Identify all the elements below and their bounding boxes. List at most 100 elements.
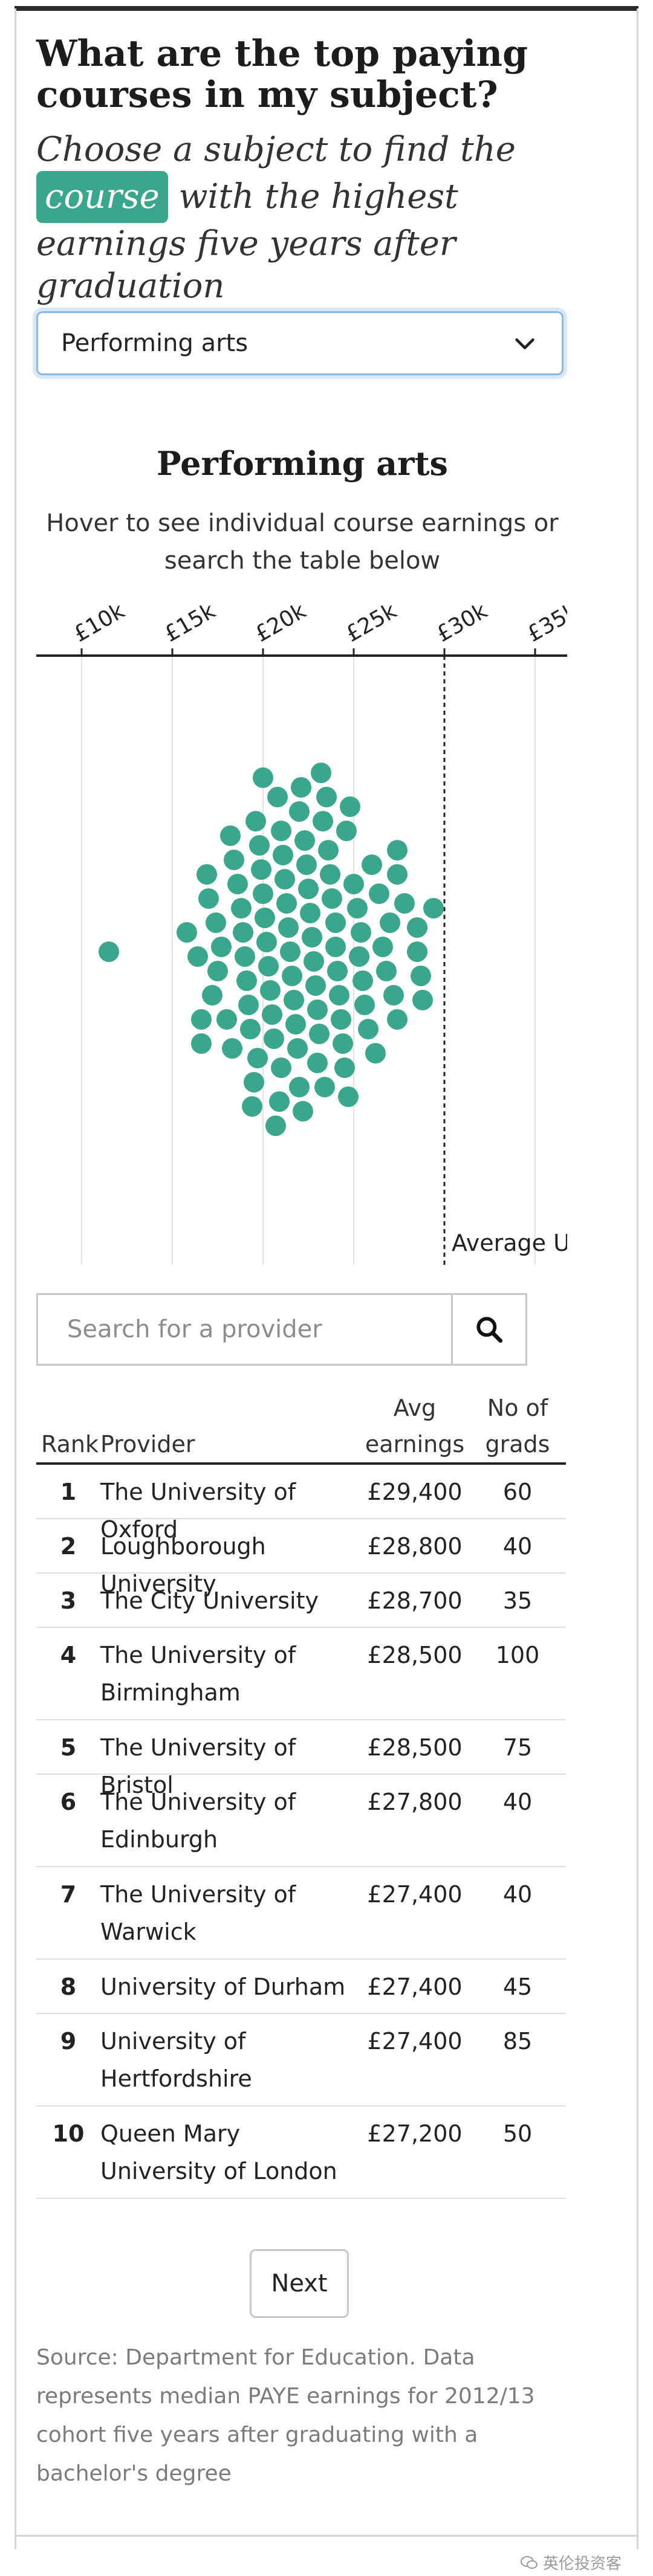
header-grads: No of grads <box>469 1390 566 1462</box>
course-dot <box>278 917 299 938</box>
earnings-cell: £28,500 <box>367 1734 463 1761</box>
earnings-cell: £28,800 <box>367 1533 463 1560</box>
course-dot <box>293 1101 313 1122</box>
course-dot <box>245 811 266 831</box>
article-frame <box>15 8 638 2549</box>
course-dot <box>365 1043 386 1064</box>
course-dot <box>352 970 373 991</box>
course-dot <box>187 946 208 967</box>
x-tick-label: £25k <box>342 598 401 647</box>
subject-select[interactable]: Performing arts <box>36 311 564 375</box>
course-dot <box>275 869 295 889</box>
table-header: Rank Provider Avg earnings No of grads <box>36 1384 566 1465</box>
rank-cell: 6 <box>60 1789 77 1815</box>
earnings-table: Rank Provider Avg earnings No of grads 1… <box>36 1384 566 2199</box>
grads-cell: 75 <box>502 1734 533 1761</box>
provider-cell: University of Durham <box>100 1974 346 2000</box>
rank-cell: 8 <box>60 1974 77 2000</box>
header-grads-line2: grads <box>485 1431 550 1457</box>
standfirst-before: Choose a subject to find the <box>36 130 516 169</box>
course-dot <box>255 908 275 928</box>
course-dot <box>372 937 393 957</box>
course-dot <box>227 874 248 894</box>
grads-cell: 35 <box>502 1587 533 1614</box>
rank-cell: 5 <box>60 1734 77 1761</box>
next-button[interactable]: Next <box>250 2249 349 2318</box>
course-dot <box>287 1038 308 1059</box>
rank-cell: 7 <box>60 1881 77 1908</box>
grads-cell: 40 <box>502 1881 533 1908</box>
course-dot <box>407 917 427 938</box>
course-dot <box>197 864 217 885</box>
course-dot <box>260 980 281 1001</box>
chart-title: Performing arts <box>157 444 448 483</box>
grads-cell: 40 <box>502 1533 533 1560</box>
course-dot <box>264 1028 284 1049</box>
table-row: 10 Queen Mary University of London £27,2… <box>36 2106 566 2199</box>
course-dot <box>309 1024 330 1044</box>
earnings-cell: £27,800 <box>367 1789 463 1815</box>
course-dot <box>329 985 349 1006</box>
course-dot <box>191 1033 212 1054</box>
course-dot <box>296 854 317 875</box>
course-dot <box>318 840 339 860</box>
course-dot <box>271 821 291 841</box>
course-dot <box>383 985 404 1006</box>
table-row: 2 Loughborough University £28,800 40 <box>36 1519 566 1597</box>
course-dot <box>314 1077 335 1097</box>
header-rank: Rank <box>41 1431 99 1457</box>
course-dot <box>198 888 219 909</box>
search-input[interactable]: Search for a provider <box>67 1315 322 1343</box>
grads-cell: 40 <box>502 1789 533 1815</box>
source-note: Source: Department for Education. Data r… <box>36 2345 535 2486</box>
grads-cell: 45 <box>502 1974 533 2000</box>
rank-cell: 3 <box>60 1587 77 1614</box>
course-dot <box>307 1053 328 1073</box>
course-dot <box>411 966 431 986</box>
table-row: 4 The University of Birmingham £28,500 1… <box>36 1628 566 1720</box>
header-grads-line1: No of <box>487 1395 548 1421</box>
rank-cell: 4 <box>60 1642 77 1668</box>
course-dot <box>238 995 259 1015</box>
course-dot <box>220 825 241 846</box>
provider-cell: The City University <box>100 1587 319 1614</box>
course-dot <box>407 941 427 962</box>
chart-subtitle: Hover to see individual course earnings … <box>46 509 559 575</box>
course-dot <box>253 883 273 904</box>
course-dot <box>202 985 223 1006</box>
search-icon <box>476 1317 503 1343</box>
course-dot <box>271 1057 291 1078</box>
grads-cell: 100 <box>495 1642 540 1668</box>
course-dot <box>320 864 340 885</box>
course-dot <box>291 777 311 798</box>
provider-search: Search for a provider <box>36 1293 527 1366</box>
course-dot <box>325 937 346 957</box>
search-button[interactable] <box>451 1295 525 1364</box>
watermark-text: 英伦投资客 <box>543 2555 622 2573</box>
course-dot <box>282 966 302 986</box>
subject-select-value: Performing arts <box>61 329 249 357</box>
course-dot <box>207 961 228 981</box>
course-dot <box>313 811 333 831</box>
course-dot <box>236 970 257 991</box>
x-tick-label: £15k <box>160 598 219 647</box>
course-dot <box>304 951 324 972</box>
table-row: 6 The University of Edinburgh £27,800 40 <box>36 1775 566 1867</box>
course-dot <box>349 946 369 967</box>
grads-cell: 85 <box>502 2028 533 2055</box>
course-dot <box>358 1019 378 1039</box>
wechat-icon <box>521 2555 538 2569</box>
course-dot <box>249 835 270 856</box>
course-dot <box>273 845 293 865</box>
average-uk-label: Average UK <box>452 1230 580 1256</box>
header-earnings-line1: Avg <box>393 1395 437 1421</box>
course-dot <box>300 903 320 923</box>
grads-cell: 50 <box>502 2120 533 2147</box>
course-dot <box>294 830 315 851</box>
course-dot <box>222 1038 242 1059</box>
course-dot <box>251 859 271 880</box>
course-dot <box>231 898 252 918</box>
course-dot <box>285 1014 306 1035</box>
course-dot <box>334 1057 355 1078</box>
earnings-beeswarm-chart: £10k £15k £20k £25k £30k £35k Average UK <box>36 598 580 1265</box>
